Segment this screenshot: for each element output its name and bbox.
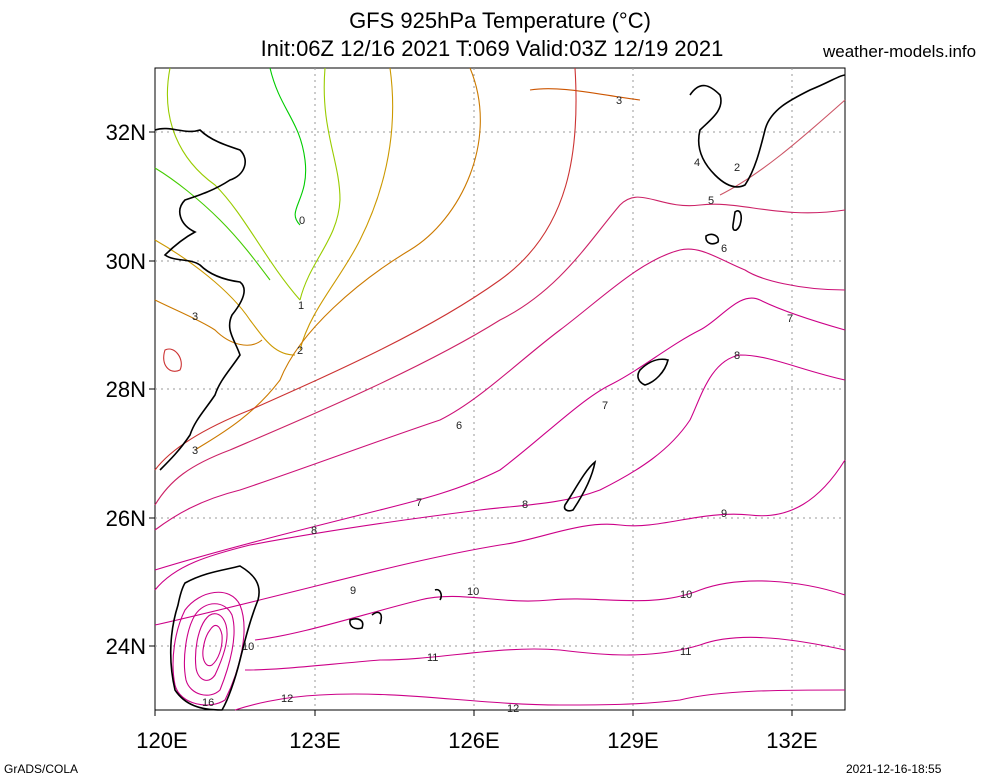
isotherm-10 [254, 580, 846, 641]
isotherm-lines [154, 67, 846, 711]
isotherm-3 [194, 67, 481, 451]
lat-label-32N: 32N [106, 120, 146, 145]
contour-label: 6 [721, 243, 727, 255]
contour-label: 8 [522, 499, 528, 511]
lon-label-120E: 120E [136, 728, 187, 753]
contour-label: 10 [680, 589, 692, 601]
isotherm-12 [234, 689, 846, 711]
china-coast [154, 127, 246, 471]
contour-label: 2 [734, 162, 740, 174]
contour-label: 16 [202, 697, 214, 709]
tanegashima-island [705, 233, 720, 245]
isotherm-0 [269, 67, 307, 226]
isotherm-2 [299, 67, 394, 351]
lat-label-30N: 30N [106, 249, 146, 274]
lon-label-129E: 129E [607, 728, 658, 753]
isotherm-2b [154, 239, 296, 356]
contour-label: 3 [192, 445, 198, 457]
isotherm-taiwan-3 [194, 613, 228, 681]
amami-island [637, 358, 669, 386]
contour-label: 11 [427, 652, 438, 664]
lat-label-24N: 24N [106, 634, 146, 659]
contour-label: 10 [242, 641, 254, 653]
isotherm-taiwan-4 [202, 624, 223, 667]
contour-label: 7 [787, 313, 793, 325]
isotherm-8 [154, 354, 846, 591]
miyako-island [349, 618, 364, 630]
islet [434, 588, 442, 601]
ishigaki-island [371, 611, 383, 625]
isotherm-1 [299, 67, 341, 301]
isotherm-7 [154, 297, 846, 571]
okinawa-island [563, 460, 597, 512]
isotherm-5 [154, 196, 846, 506]
isotherm-6 [154, 248, 846, 531]
taiwan-island [169, 565, 260, 711]
contour-label: 3 [616, 95, 622, 107]
isotherm-4b [163, 348, 182, 372]
isotherm-1b [166, 67, 301, 301]
contour-label: 2 [297, 345, 303, 357]
contour-label: 9 [721, 508, 727, 520]
map-title: GFS 925hPa Temperature (°C) [349, 8, 651, 33]
isotherm-9 [154, 459, 846, 626]
contour-label: 1 [298, 300, 304, 312]
contour-label: 7 [602, 400, 608, 412]
map-subtitle: Init:06Z 12/16 2021 T:069 Valid:03Z 12/1… [260, 36, 724, 61]
contour-label: 3 [192, 311, 198, 323]
contour-label: 10 [467, 586, 479, 598]
isotherm-3c [529, 88, 641, 101]
lat-label-28N: 28N [106, 377, 146, 402]
contour-label: 11 [680, 646, 691, 658]
coastlines [154, 74, 846, 711]
contour-label: 8 [311, 525, 317, 537]
contour-label: 4 [694, 157, 700, 169]
lon-label-123E: 123E [289, 728, 340, 753]
contour-label: 9 [350, 585, 356, 597]
isotherm-taiwan-2 [183, 603, 235, 696]
yakushima-island [732, 210, 742, 232]
kyushu-coast [689, 74, 846, 188]
tick-marks [149, 131, 793, 716]
isotherm-3b [154, 299, 263, 346]
lat-label-26N: 26N [106, 506, 146, 531]
contour-label: 12 [507, 703, 519, 715]
isotherm-0b [154, 167, 271, 281]
lon-label-132E: 132E [766, 728, 817, 753]
brand-label: weather-models.info [823, 42, 977, 61]
contour-label: 7 [416, 497, 422, 509]
contour-label: 8 [734, 350, 740, 362]
isotherm-4 [154, 67, 577, 471]
footer-credit: GrADS/COLA [4, 762, 79, 776]
contour-label: 6 [456, 420, 462, 432]
isotherm-11 [244, 636, 846, 671]
contour-label: 12 [281, 693, 293, 705]
contour-label: 0 [299, 215, 305, 227]
isotherm-taiwan-1 [172, 591, 245, 706]
contour-label: 5 [708, 195, 714, 207]
lon-label-126E: 126E [448, 728, 499, 753]
contour-labels: 0 1 2 3 3 3 4 2 5 6 6 7 7 7 8 8 8 9 9 10… [192, 95, 793, 715]
footer-timestamp: 2021-12-16-18:55 [846, 762, 942, 776]
